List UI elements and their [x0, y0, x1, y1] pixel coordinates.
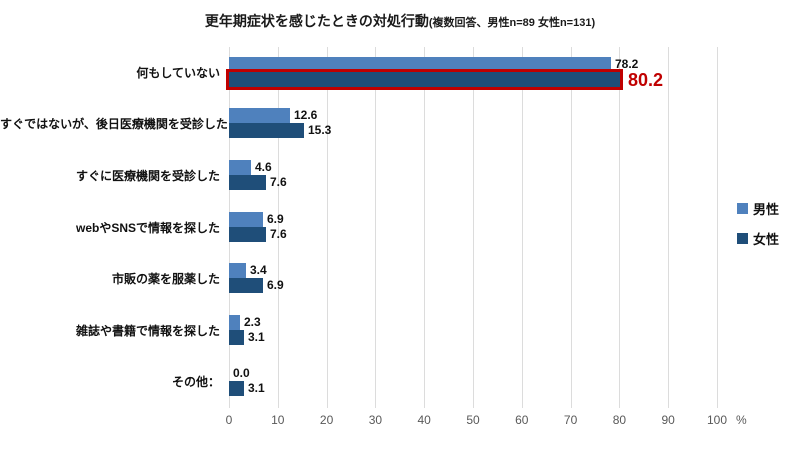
value-label: 7.6	[270, 226, 287, 241]
gridline	[521, 47, 523, 408]
value-label: 78.2	[615, 56, 639, 71]
x-tick-label: 60	[515, 413, 529, 427]
bar-male	[229, 211, 263, 227]
bar-female	[229, 278, 263, 294]
gridline	[277, 47, 279, 408]
legend-label: 女性	[753, 232, 780, 247]
gridline	[375, 47, 377, 408]
value-label: 6.9	[267, 211, 284, 226]
bar-male	[229, 314, 240, 330]
value-label: 80.2	[628, 69, 664, 90]
bar-female	[229, 174, 266, 190]
value-label: 7.6	[270, 174, 287, 189]
bar-female	[229, 123, 304, 139]
legend-swatch	[737, 203, 748, 214]
gridline	[717, 47, 718, 408]
legend-item: 女性	[737, 229, 779, 248]
gridline	[668, 47, 670, 408]
x-tick-label: 0	[225, 413, 233, 427]
gridline	[424, 47, 426, 408]
legend-item: 男性	[737, 199, 779, 218]
chart-title-sub: (複数回答、男性n=89 女性n=131)	[428, 17, 596, 29]
value-label: 12.6	[294, 108, 318, 123]
gridline	[619, 47, 621, 408]
x-tick-label: 70	[563, 413, 578, 427]
legend: 男性 女性	[737, 199, 779, 259]
x-tick-label: 80	[612, 413, 627, 427]
gridline	[570, 47, 572, 408]
gridline	[326, 47, 328, 408]
x-tick-label: 40	[417, 413, 431, 427]
x-tick-label: 50	[466, 413, 480, 427]
x-tick-label: 30	[368, 413, 383, 427]
category-label: 何もしていない	[136, 65, 220, 80]
bar-male	[229, 263, 246, 279]
bar-female	[229, 226, 266, 242]
chart-title-main: 更年期症状を感じたときの対処行動	[204, 13, 429, 29]
x-tick-label: 90	[661, 413, 675, 427]
x-tick-label: 10	[271, 413, 285, 427]
chart-title: 更年期症状を感じたときの対処行動(複数回答、男性n=89 女性n=131)	[0, 11, 800, 31]
value-label: 2.3	[244, 314, 261, 329]
x-axis-unit-label: %	[736, 413, 747, 427]
category-label: 雑誌や書籍で情報を探した	[75, 323, 220, 338]
category-label: その他：	[171, 375, 220, 390]
value-label: 3.4	[250, 263, 267, 278]
gridline	[473, 47, 474, 408]
category-label: webやSNSで情報を探した	[75, 220, 220, 235]
bar-male	[229, 159, 251, 175]
value-label: 4.6	[255, 159, 272, 174]
legend-label: 男性	[753, 202, 780, 217]
legend-swatch	[737, 233, 748, 244]
x-tick-label: 100	[706, 413, 728, 427]
value-label: 6.9	[267, 278, 284, 293]
bar-male	[229, 108, 290, 124]
bar-female	[226, 68, 623, 90]
bar-female	[229, 329, 244, 345]
bar-female	[229, 381, 244, 397]
value-label: 3.1	[248, 381, 265, 396]
x-tick-label: 20	[319, 413, 334, 427]
bar-male	[229, 56, 611, 72]
category-label: 市販の薬を服薬した	[111, 272, 220, 287]
value-label: 0.0	[233, 366, 250, 381]
category-label: すぐではないが、後日医療機関を受診した	[0, 117, 228, 132]
category-label: すぐに医療機関を受診した	[75, 168, 220, 183]
value-label: 3.1	[248, 329, 265, 344]
value-label: 15.3	[308, 123, 332, 138]
